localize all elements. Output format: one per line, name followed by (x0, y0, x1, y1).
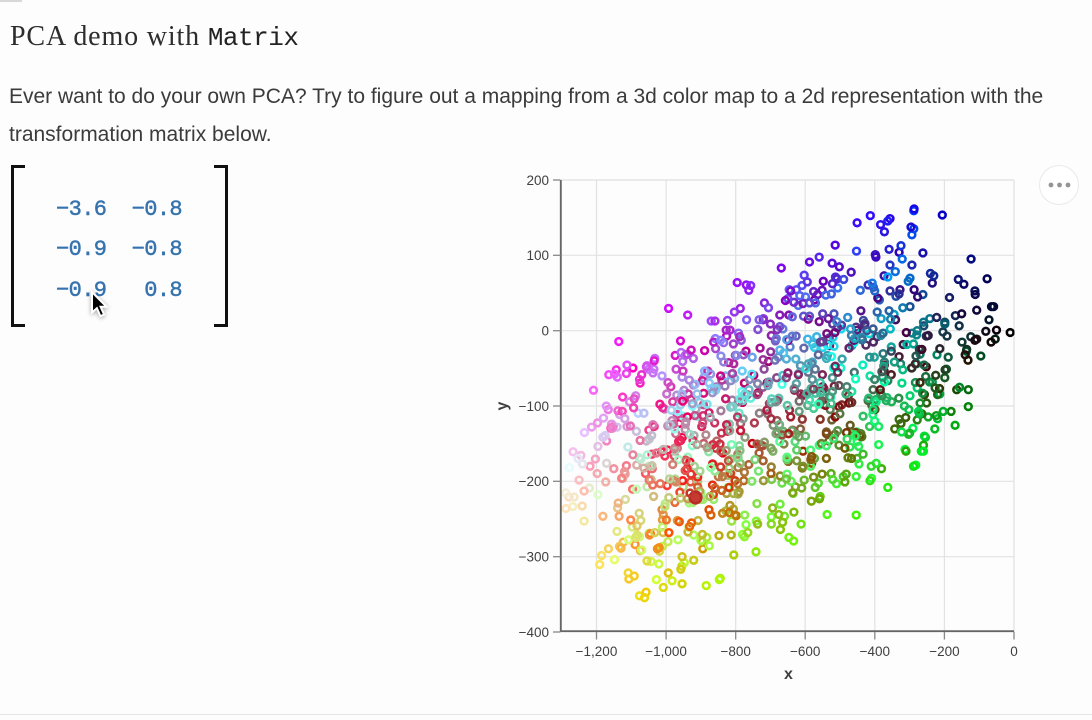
svg-text:−100: −100 (519, 399, 549, 414)
svg-text:−600: −600 (790, 644, 820, 659)
svg-text:−200: −200 (929, 644, 959, 659)
svg-text:−1,200: −1,200 (576, 644, 618, 659)
svg-text:0: 0 (1010, 644, 1018, 659)
svg-text:100: 100 (526, 248, 549, 263)
svg-text:−1,000: −1,000 (645, 644, 687, 659)
svg-text:−300: −300 (519, 550, 549, 565)
svg-text:−800: −800 (720, 644, 750, 659)
svg-text:−200: −200 (519, 474, 549, 489)
svg-text:0: 0 (541, 324, 549, 339)
svg-text:x: x (784, 666, 793, 683)
svg-text:y: y (494, 401, 511, 410)
svg-text:−400: −400 (860, 644, 890, 659)
svg-text:200: 200 (526, 173, 549, 188)
svg-text:−400: −400 (519, 625, 549, 640)
